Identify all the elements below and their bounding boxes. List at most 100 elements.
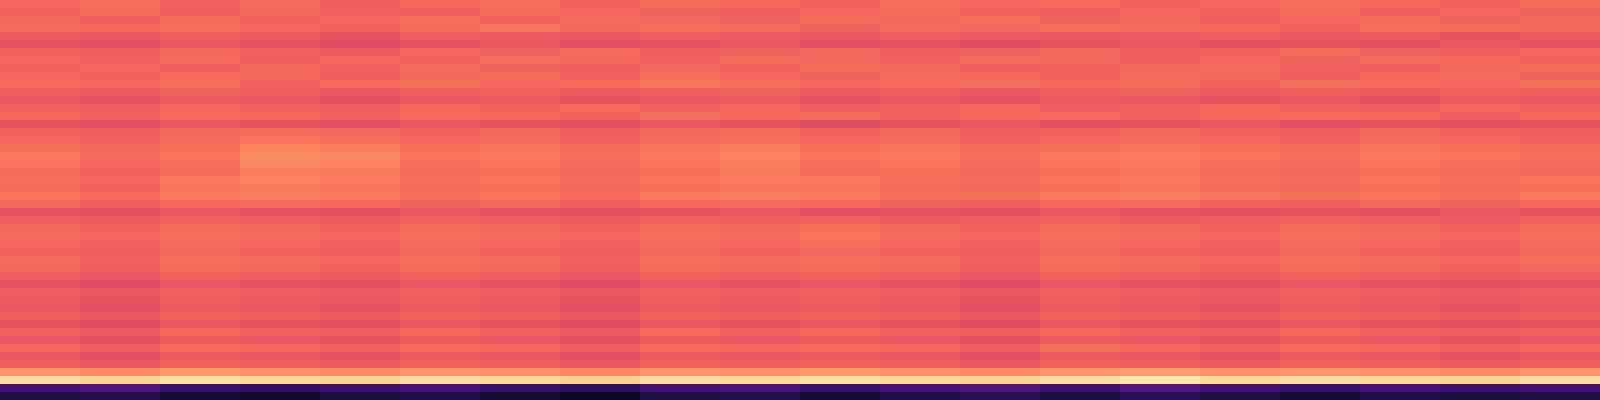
heatmap-cell (1120, 328, 1201, 337)
heatmap-cell (720, 80, 801, 89)
heatmap-cell (240, 288, 321, 297)
heatmap-cell (1120, 192, 1201, 201)
heatmap-cell (1040, 384, 1121, 393)
heatmap-cell (480, 376, 561, 385)
heatmap-cell (160, 56, 241, 65)
heatmap-cell (160, 88, 241, 97)
heatmap-cell (400, 112, 481, 121)
heatmap-cell (720, 56, 801, 65)
heatmap-cell (1280, 192, 1361, 201)
heatmap-cell (800, 160, 881, 169)
heatmap-cell (1440, 312, 1521, 321)
heatmap-cell (1200, 280, 1281, 289)
heatmap-cell (1200, 0, 1281, 9)
heatmap-cell (800, 288, 881, 297)
heatmap-cell (720, 112, 801, 121)
heatmap-cell (560, 160, 641, 169)
heatmap-cell (1040, 288, 1121, 297)
heatmap-cell (1360, 208, 1441, 217)
heatmap-cell (480, 216, 561, 225)
heatmap-cell (1040, 0, 1121, 9)
heatmap-cell (80, 168, 161, 177)
heatmap-cell (1520, 184, 1600, 193)
heatmap-cell (1440, 240, 1521, 249)
heatmap-cell (80, 208, 161, 217)
heatmap-cell (1120, 344, 1201, 353)
heatmap-cell (880, 280, 961, 289)
heatmap-cell (400, 200, 481, 209)
heatmap-cell (1280, 304, 1361, 313)
heatmap-cell (1440, 0, 1521, 9)
heatmap-cell (720, 240, 801, 249)
heatmap-cell (880, 376, 961, 385)
heatmap-cell (320, 384, 401, 393)
heatmap-cell (1280, 64, 1361, 73)
heatmap-cell (0, 304, 81, 313)
heatmap-cell (1360, 32, 1441, 41)
heatmap-cell (1120, 336, 1201, 345)
heatmap-cell (800, 104, 881, 113)
heatmap-cell (1040, 344, 1121, 353)
heatmap-cell (1040, 184, 1121, 193)
heatmap-cell (400, 104, 481, 113)
heatmap-cell (80, 136, 161, 145)
heatmap-cell (1360, 344, 1441, 353)
heatmap-cell (160, 64, 241, 73)
heatmap-cell (320, 160, 401, 169)
heatmap-cell (240, 104, 321, 113)
heatmap-cell (560, 64, 641, 73)
heatmap-cell (1200, 112, 1281, 121)
heatmap-cell (0, 72, 81, 81)
heatmap-cell (240, 320, 321, 329)
heatmap-cell (80, 248, 161, 257)
heatmap-cell (320, 112, 401, 121)
heatmap-cell (240, 184, 321, 193)
heatmap-cell (400, 256, 481, 265)
heatmap-cell (1200, 360, 1281, 369)
heatmap-cell (1280, 0, 1361, 9)
heatmap-cell (1040, 136, 1121, 145)
heatmap-cell (160, 328, 241, 337)
heatmap-cell (480, 368, 561, 377)
heatmap-cell (1200, 64, 1281, 73)
heatmap-cell (800, 88, 881, 97)
heatmap-cell (1040, 312, 1121, 321)
heatmap-cell (560, 40, 641, 49)
heatmap-cell (1360, 224, 1441, 233)
heatmap-cell (80, 8, 161, 17)
heatmap-cell (1120, 24, 1201, 33)
heatmap-cell (160, 120, 241, 129)
heatmap-cell (1520, 128, 1600, 137)
heatmap-cell (1280, 160, 1361, 169)
heatmap-cell (800, 240, 881, 249)
heatmap-cell (1440, 384, 1521, 393)
heatmap-cell (1040, 248, 1121, 257)
heatmap-cell (880, 216, 961, 225)
heatmap-cell (880, 104, 961, 113)
heatmap-cell (640, 192, 721, 201)
heatmap-cell (640, 136, 721, 145)
heatmap-cell (880, 232, 961, 241)
heatmap-cell (1120, 176, 1201, 185)
heatmap-cell (800, 280, 881, 289)
heatmap-cell (1440, 208, 1521, 217)
heatmap-cell (1520, 232, 1600, 241)
heatmap-cell (1440, 256, 1521, 265)
heatmap-cell (400, 88, 481, 97)
heatmap-cell (1280, 368, 1361, 377)
heatmap-cell (640, 216, 721, 225)
heatmap-cell (880, 48, 961, 57)
heatmap-cell (1520, 288, 1600, 297)
heatmap-cell (800, 184, 881, 193)
heatmap-cell (160, 368, 241, 377)
heatmap-cell (0, 224, 81, 233)
heatmap-cell (400, 96, 481, 105)
heatmap-cell (1520, 120, 1600, 129)
heatmap-cell (1520, 296, 1600, 305)
heatmap-cell (560, 368, 641, 377)
heatmap-cell (1440, 24, 1521, 33)
heatmap-cell (720, 280, 801, 289)
heatmap-cell (560, 360, 641, 369)
heatmap-cell (1440, 216, 1521, 225)
heatmap-cell (880, 8, 961, 17)
